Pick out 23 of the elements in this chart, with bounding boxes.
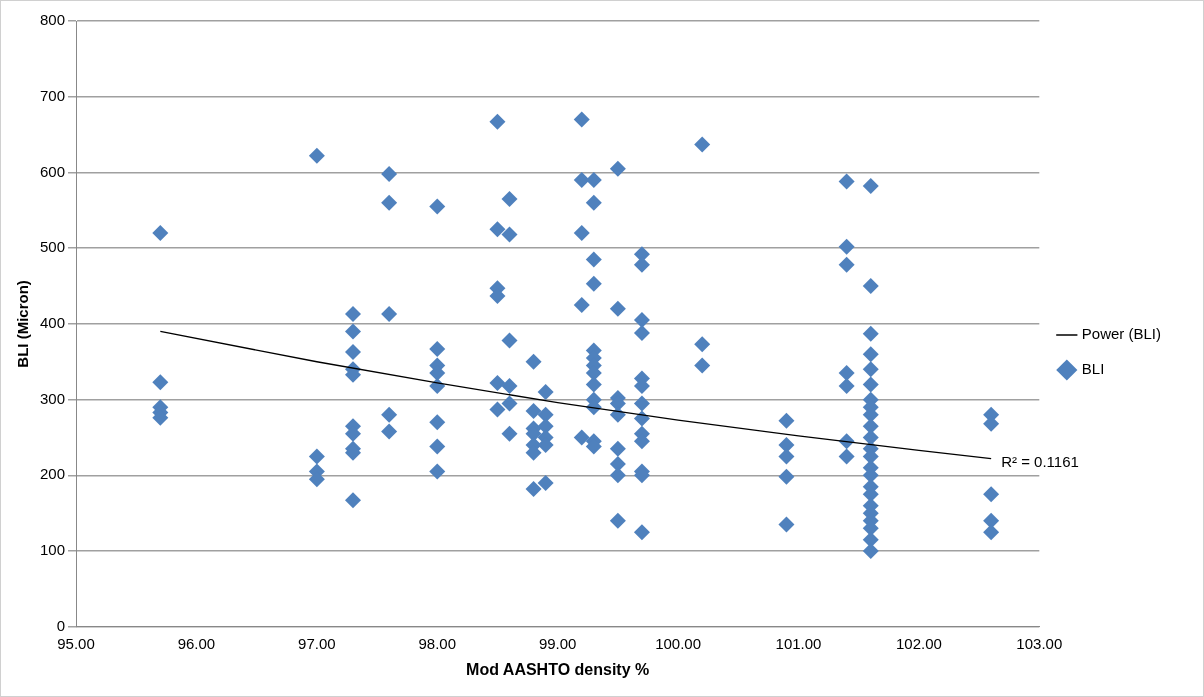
x-tick-label: 97.00	[298, 634, 336, 652]
x-tick-label: 103.00	[1016, 634, 1063, 652]
x-tick-label: 100.00	[655, 634, 702, 652]
y-tick-label: 800	[40, 11, 66, 29]
legend-label: BLI	[1081, 360, 1105, 378]
y-tick-label: 700	[40, 86, 66, 104]
y-axis-title: BLI (Micron)	[14, 280, 32, 368]
x-tick-label: 102.00	[895, 634, 942, 652]
x-axis-title: Mod AASHTO density %	[466, 660, 650, 678]
x-tick-label: 95.00	[57, 634, 95, 652]
x-tick-label: 99.00	[538, 634, 577, 652]
y-tick-label: 0	[56, 616, 66, 634]
x-tick-label: 101.00	[775, 634, 822, 652]
legend-label: Power (BLI)	[1081, 325, 1162, 343]
x-tick-label: 96.00	[177, 634, 216, 652]
x-tick-label: 98.00	[418, 634, 457, 652]
y-tick-label: 300	[40, 389, 66, 407]
y-tick-label: 200	[40, 465, 66, 483]
annotation: R² = 0.1161	[1001, 452, 1079, 470]
y-tick-label: 600	[40, 162, 66, 180]
y-tick-label: 400	[40, 314, 66, 332]
y-tick-label: 500	[40, 238, 66, 256]
y-tick-label: 100	[40, 541, 66, 559]
